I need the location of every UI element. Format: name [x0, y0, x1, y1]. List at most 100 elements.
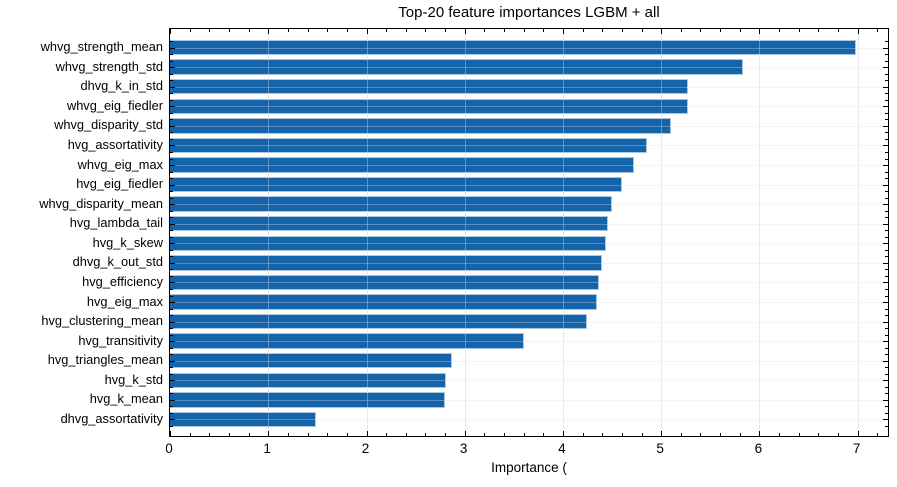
x-tick-label: 2 — [361, 441, 370, 456]
y-tick-major — [170, 243, 175, 245]
y-tick-major — [883, 302, 888, 303]
y-tick-minor — [170, 308, 173, 310]
x-tick-minor — [425, 29, 427, 32]
y-tick-label: whvg_disparity_std — [54, 117, 163, 133]
y-gridline-overlay — [170, 380, 888, 382]
x-gridline — [366, 29, 368, 436]
chart-title: Top-20 feature importances LGBM + all — [398, 4, 660, 21]
y-tick-major — [170, 419, 175, 421]
y-tick-label: hvg_lambda_tail — [69, 215, 163, 231]
y-tick-minor — [170, 425, 173, 427]
y-tick-minor — [170, 315, 173, 316]
x-tick-minor — [837, 29, 839, 32]
y-tick-minor — [885, 315, 888, 316]
y-tick-major — [170, 145, 175, 147]
y-tick-minor — [170, 236, 173, 238]
x-tick-minor — [680, 29, 682, 32]
x-tick-major — [759, 29, 761, 34]
y-tick-minor — [170, 41, 173, 43]
y-tick-major — [883, 282, 888, 284]
bar — [170, 372, 446, 389]
y-tick-minor — [170, 367, 173, 369]
bar — [170, 255, 603, 271]
x-gridline — [562, 29, 564, 436]
y-tick-minor — [885, 393, 888, 395]
bar — [170, 59, 743, 75]
x-tick-minor — [621, 433, 623, 436]
x-tick-minor — [327, 29, 329, 32]
y-tick-major — [170, 204, 175, 206]
y-gridline-overlay — [170, 47, 888, 49]
x-tick-minor — [209, 433, 211, 436]
y-tick-major — [170, 321, 175, 323]
y-tick-minor — [885, 60, 888, 62]
bar — [170, 196, 612, 212]
x-tick-minor — [405, 29, 407, 32]
y-tick-minor — [170, 334, 173, 336]
y-tick-minor — [885, 132, 888, 134]
y-tick-major — [883, 106, 888, 108]
y-tick-minor — [885, 171, 888, 173]
y-tick-minor — [170, 191, 173, 193]
x-tick-major — [366, 29, 368, 34]
y-tick-label: dhvg_assortativity — [60, 410, 163, 426]
bar — [170, 352, 452, 369]
y-tick-minor — [170, 73, 173, 75]
x-gridline — [464, 29, 466, 436]
x-tick-minor — [386, 29, 388, 32]
y-tick-minor — [170, 99, 173, 101]
x-tick-minor — [720, 29, 722, 32]
x-axis-label: Importance ( — [491, 460, 567, 475]
x-tick-minor — [248, 433, 250, 436]
y-tick-minor — [885, 236, 888, 238]
x-tick-minor — [543, 433, 545, 436]
y-tick-major — [883, 125, 888, 127]
y-tick-minor — [170, 60, 173, 62]
bar — [170, 118, 671, 134]
y-tick-label: whvg_strength_std — [55, 58, 163, 74]
y-tick-minor — [885, 93, 888, 95]
y-tick-major — [170, 223, 175, 225]
y-gridline-overlay — [170, 165, 888, 166]
y-tick-minor — [885, 367, 888, 369]
y-tick-minor — [885, 99, 888, 101]
x-tick-minor — [818, 29, 820, 32]
y-tick-major — [883, 321, 888, 323]
x-tick-minor — [523, 433, 525, 436]
x-tick-minor — [877, 29, 879, 32]
x-tick-minor — [405, 433, 407, 436]
y-tick-major — [883, 360, 888, 362]
y-tick-label: hvg_k_std — [104, 371, 163, 387]
y-tick-label: dhvg_k_in_std — [80, 78, 163, 94]
x-tick-minor — [287, 433, 289, 436]
y-tick-minor — [885, 112, 888, 114]
y-tick-minor — [885, 275, 888, 277]
x-tick-minor — [543, 29, 545, 32]
y-tick-label: hvg_efficiency — [82, 273, 163, 289]
x-tick-major — [562, 29, 564, 34]
x-tick-minor — [484, 433, 486, 436]
x-tick-major — [857, 29, 859, 34]
y-tick-major — [170, 380, 175, 382]
x-tick-minor — [700, 29, 702, 32]
y-gridline — [170, 341, 888, 343]
y-tick-minor — [885, 217, 888, 219]
x-gridline — [759, 29, 761, 436]
y-tick-minor — [885, 230, 888, 232]
y-tick-minor — [170, 249, 173, 251]
x-tick-major — [268, 431, 270, 436]
y-gridline-overlay — [170, 399, 888, 401]
y-tick-minor — [885, 256, 888, 258]
y-tick-label: hvg_transitivity — [78, 332, 163, 348]
y-tick-minor — [170, 210, 173, 212]
y-tick-minor — [885, 354, 888, 356]
y-tick-major — [170, 262, 175, 264]
x-gridline-overlay — [661, 29, 663, 436]
y-tick-minor — [885, 80, 888, 82]
bar — [170, 333, 524, 349]
y-tick-minor — [170, 171, 173, 173]
y-tick-minor — [170, 289, 173, 290]
x-tick-label: 4 — [558, 441, 566, 456]
x-tick-minor — [779, 433, 780, 436]
y-tick-minor — [170, 256, 173, 258]
